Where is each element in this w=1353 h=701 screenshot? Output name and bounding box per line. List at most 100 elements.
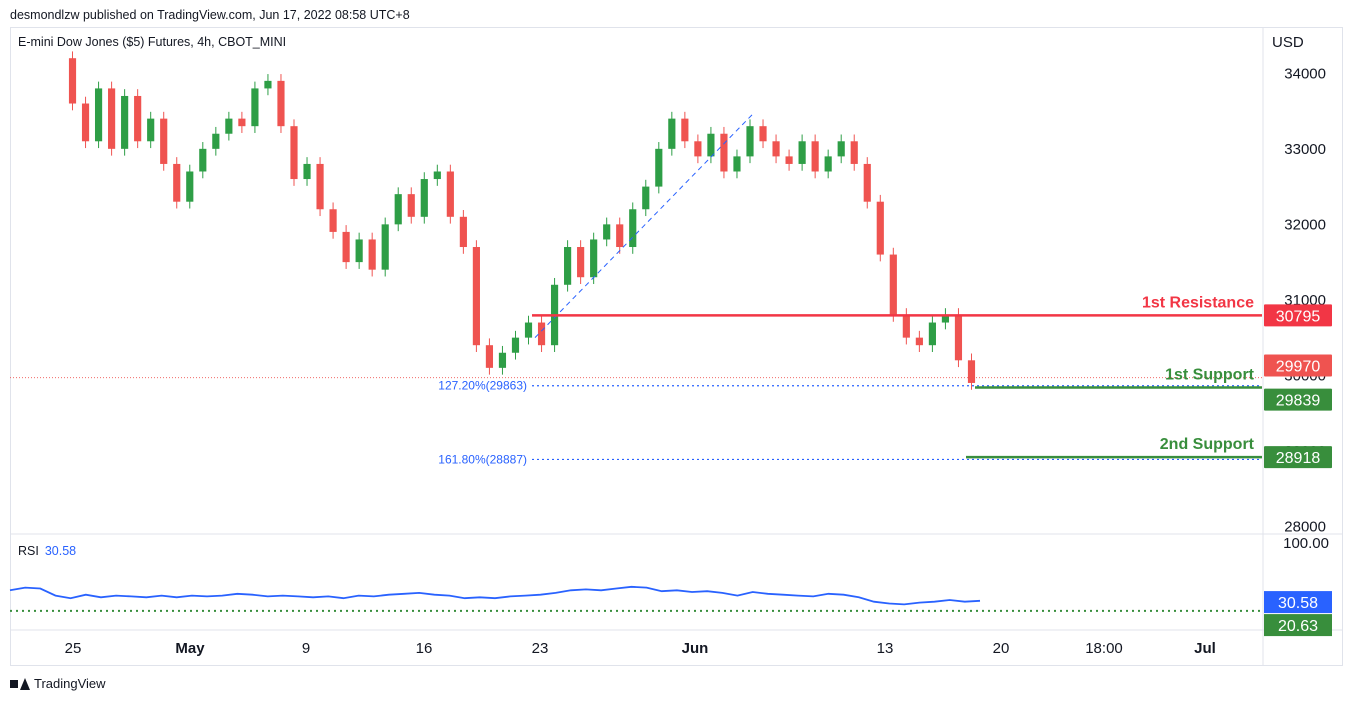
- candle-body: [238, 118, 246, 127]
- candle-body: [121, 95, 129, 149]
- support-1-badge: 29839: [1276, 393, 1321, 410]
- candle-body: [472, 247, 480, 346]
- rsi-line: [9, 585, 981, 606]
- candle-body: [212, 133, 220, 149]
- rsi-threshold-badge: 20.63: [1278, 618, 1318, 635]
- level-label: 1st Resistance: [1142, 294, 1254, 311]
- level-label: 2nd Support: [1160, 436, 1255, 453]
- candle-body: [733, 156, 741, 172]
- candle-body: [681, 118, 689, 142]
- time-axis-label: 25: [65, 640, 82, 657]
- candle-body: [446, 171, 454, 217]
- candle-body: [811, 141, 819, 172]
- candle-body: [759, 126, 767, 142]
- candle-body: [433, 171, 441, 180]
- candle-body: [954, 314, 963, 361]
- candle-body: [707, 133, 715, 157]
- candle-body: [537, 322, 546, 346]
- price-tick-label: 33000: [1284, 141, 1326, 158]
- candle-body: [407, 194, 415, 217]
- fib-trend-line: [534, 114, 753, 338]
- candle-body: [590, 239, 598, 278]
- candle-body: [902, 314, 910, 338]
- candle-body: [68, 58, 77, 104]
- candle-body: [355, 239, 363, 263]
- price-tick-label: 34000: [1284, 65, 1326, 82]
- candle-body: [863, 163, 871, 202]
- fib-level-label: 161.80%(28887): [438, 452, 527, 466]
- candle-body: [694, 141, 702, 157]
- candle-body: [368, 239, 376, 270]
- rsi-legend-value: 30.58: [44, 544, 77, 558]
- time-axis-label: 20: [993, 640, 1010, 657]
- candle-body: [108, 88, 116, 149]
- candle-body: [720, 133, 728, 172]
- candle-body: [459, 216, 467, 248]
- candle-body: [746, 126, 754, 157]
- candle-body: [876, 201, 884, 255]
- candle-body: [264, 80, 272, 89]
- candle-body: [199, 148, 207, 172]
- level-label: 1st Support: [1165, 367, 1255, 384]
- candle-body: [420, 179, 428, 217]
- rsi-current-badge: 30.58: [1278, 595, 1318, 612]
- time-axis-label: 13: [877, 640, 894, 657]
- candle-body: [603, 224, 611, 240]
- currency-label[interactable]: USD: [1272, 34, 1304, 51]
- support-1-badge-bg: [1264, 388, 1332, 411]
- rsi-current-badge-bg: [1264, 591, 1332, 614]
- candle-body: [342, 231, 350, 263]
- footer-brand-label: TradingView: [34, 676, 106, 691]
- support-2-badge-bg: [1264, 446, 1332, 469]
- resistance-badge-bg: [1264, 304, 1332, 327]
- candle-body: [889, 254, 897, 315]
- candle-body: [251, 88, 259, 127]
- candle-body: [915, 337, 923, 346]
- candle-body: [290, 126, 298, 180]
- candle-body: [277, 80, 285, 127]
- chart-frame: [10, 27, 1343, 666]
- candle-body: [928, 322, 936, 346]
- candle-body: [498, 352, 507, 368]
- candle-body: [629, 209, 637, 248]
- candle-body: [381, 224, 389, 270]
- candle-body: [173, 163, 181, 202]
- candle-body: [616, 224, 624, 248]
- candle-body: [798, 141, 806, 164]
- footer-brand[interactable]: TradingView: [10, 676, 106, 691]
- candle-body: [303, 163, 311, 180]
- time-axis-label: 18:00: [1085, 640, 1123, 657]
- resistance-badge: 30795: [1276, 308, 1321, 325]
- price-tick-label: 28000: [1284, 518, 1326, 535]
- rsi-threshold-badge-bg: [1264, 614, 1332, 637]
- candle-body: [81, 103, 90, 142]
- last-price-badge: 29970: [1276, 359, 1321, 376]
- candle-body: [316, 163, 324, 210]
- time-axis-label: May: [175, 640, 205, 657]
- price-tick-label: 32000: [1284, 216, 1326, 233]
- time-axis-label: 23: [532, 640, 549, 657]
- candle-body: [655, 148, 663, 187]
- candle-body: [94, 88, 103, 142]
- rsi-legend-label: RSI: [18, 544, 39, 558]
- candle-body: [160, 118, 168, 164]
- candle-body: [785, 156, 793, 164]
- candle-body: [186, 171, 194, 202]
- tradingview-logo-icon: [10, 677, 30, 690]
- candle-body: [772, 141, 780, 157]
- candle-body: [824, 156, 832, 172]
- candle-body: [147, 118, 155, 142]
- candle-body: [850, 141, 858, 164]
- candle-body: [485, 345, 494, 368]
- candle-body: [394, 194, 402, 225]
- symbol-title: E-mini Dow Jones ($5) Futures, 4h, CBOT_…: [18, 35, 287, 49]
- candle-body: [941, 314, 950, 323]
- rsi-legend: RSI 30.58: [18, 544, 76, 558]
- candle-body: [967, 360, 976, 383]
- candle-body: [225, 118, 233, 134]
- rsi-tick-label: 100.00: [1283, 535, 1329, 552]
- candle-body: [564, 247, 572, 285]
- candle-body: [134, 95, 142, 142]
- candle-body: [329, 209, 337, 232]
